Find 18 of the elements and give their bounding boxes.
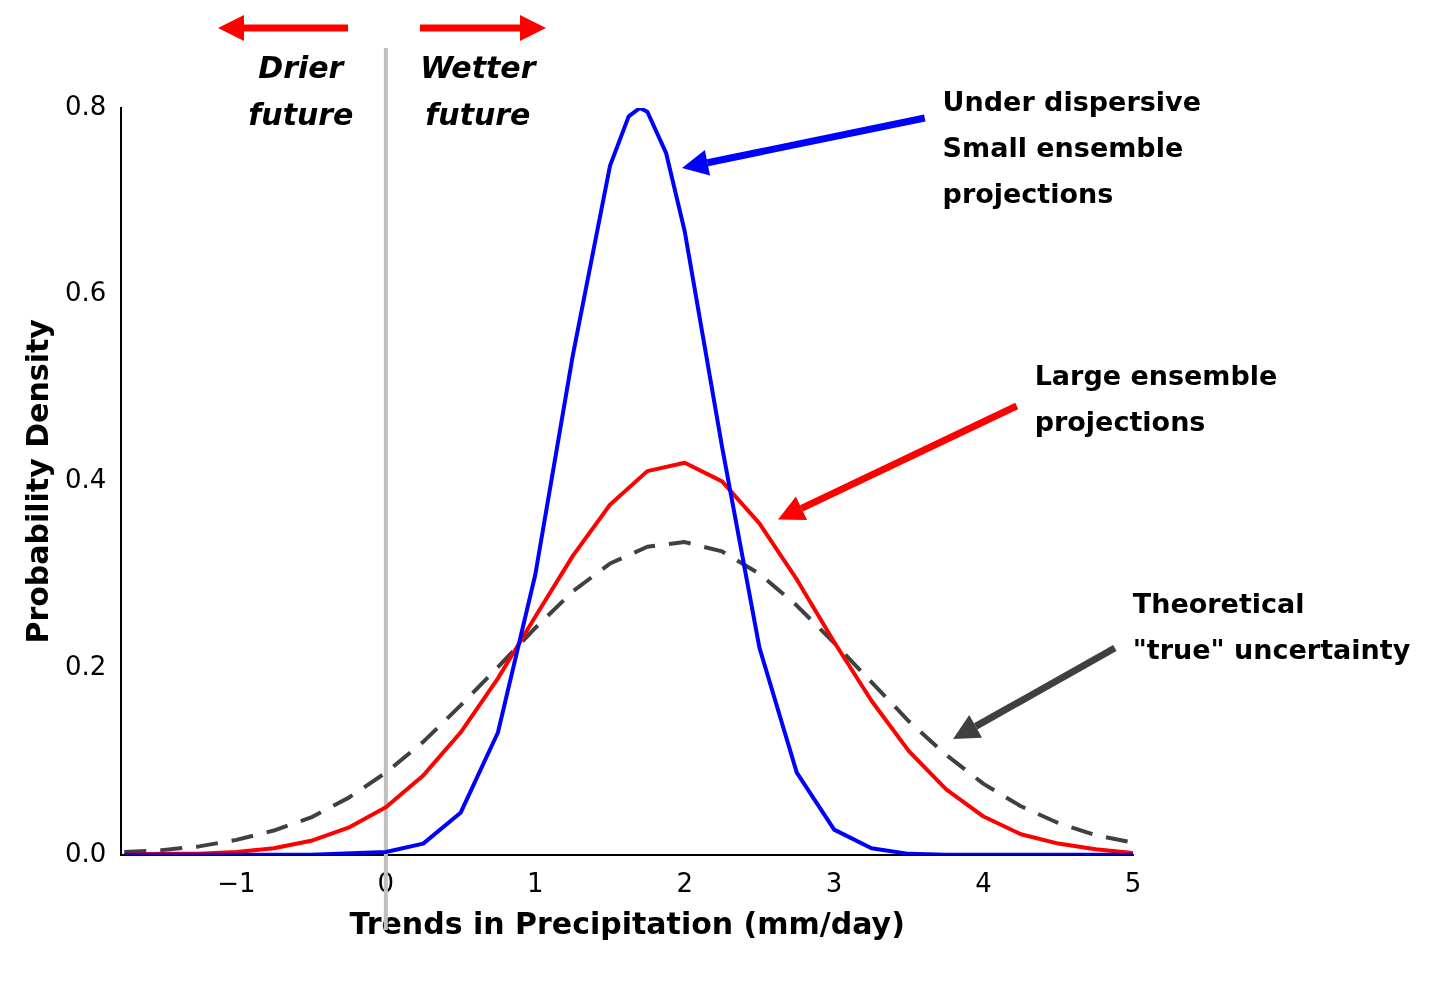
x-tick-label: 1	[527, 868, 544, 899]
annotation: Under dispersive Small ensemble projections	[942, 86, 1201, 210]
y-tick-label: 0.6	[64, 277, 107, 308]
annotation: Theoretical "true" uncertainty	[1132, 587, 1411, 665]
x-axis-title: Trends in Precipitation (mm/day)	[349, 905, 905, 941]
y-tick-label: 0.0	[64, 837, 107, 868]
y-tick-label: 0.4	[64, 464, 107, 495]
x-tick-label: 5	[1124, 868, 1142, 899]
y-axis-title: Probability Density	[19, 318, 55, 644]
x-tick-label: 3	[825, 868, 843, 899]
annotation: Large ensemble projections	[1034, 359, 1278, 437]
x-tick-label: 4	[975, 868, 992, 899]
annotation: Wetter future	[420, 49, 538, 132]
annotation: Drier future	[248, 49, 354, 132]
x-tick-label: 2	[676, 868, 693, 899]
x-tick-label: −1	[217, 868, 256, 899]
y-tick-label: 0.8	[64, 90, 107, 121]
y-tick-label: 0.2	[64, 650, 107, 681]
